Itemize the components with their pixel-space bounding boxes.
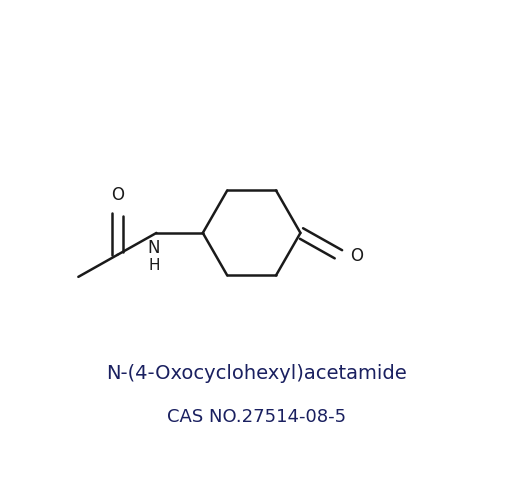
Text: N: N [148, 238, 160, 257]
Text: O: O [111, 185, 124, 203]
Text: CAS NO.27514-08-5: CAS NO.27514-08-5 [167, 407, 346, 425]
Text: O: O [350, 246, 363, 265]
Text: N-(4-Oxocyclohexyl)acetamide: N-(4-Oxocyclohexyl)acetamide [106, 363, 407, 382]
Text: H: H [148, 258, 160, 273]
